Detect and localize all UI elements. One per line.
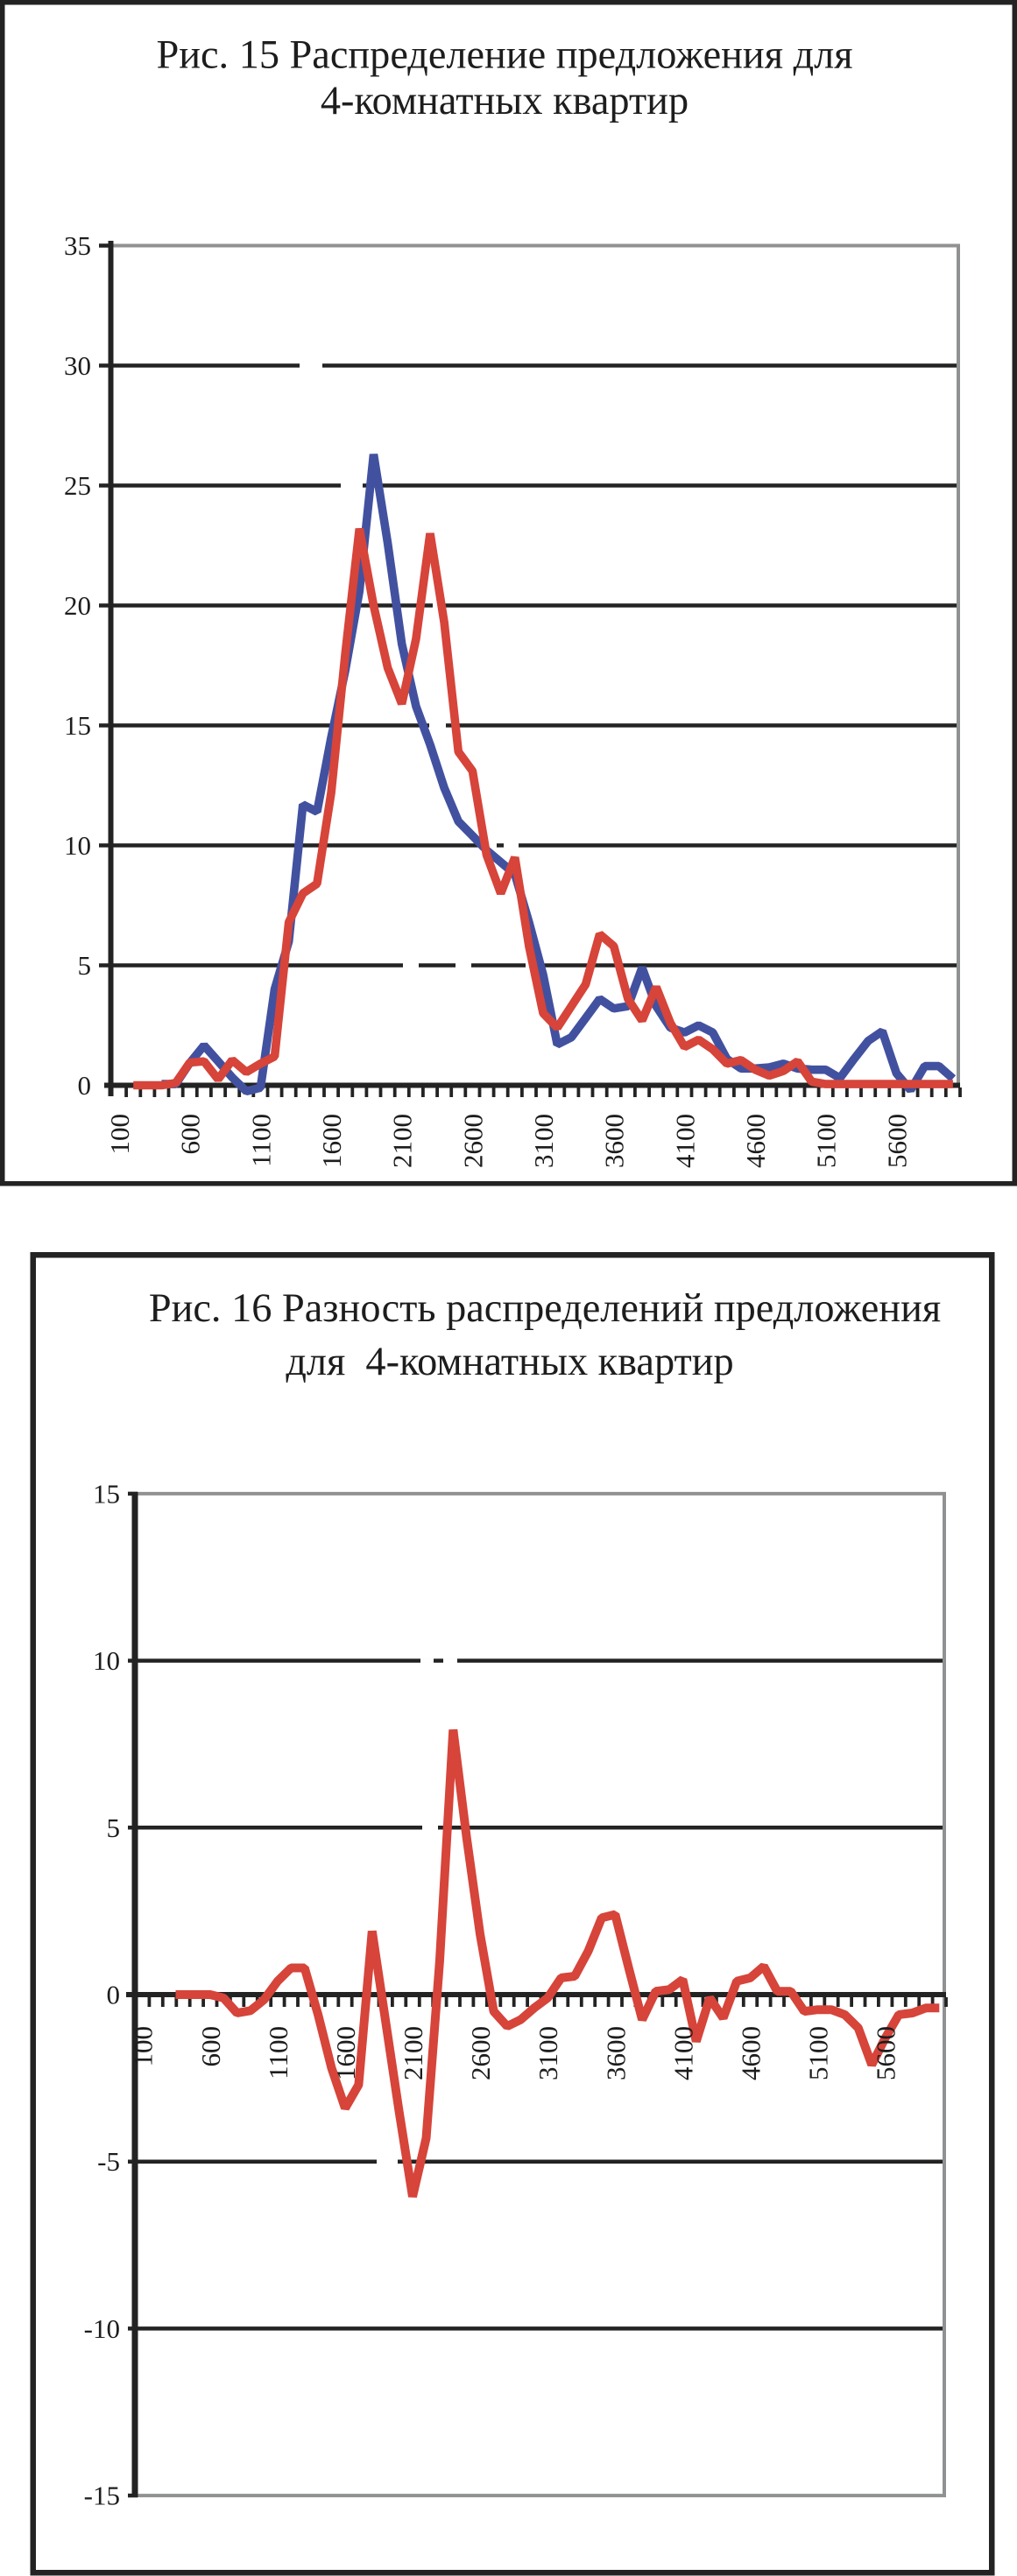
svg-text:1100: 1100 xyxy=(245,1114,276,1167)
svg-text:100: 100 xyxy=(128,2026,159,2067)
svg-text:5100: 5100 xyxy=(803,2026,834,2080)
svg-text:4-комнатных квартир: 4-комнатных квартир xyxy=(321,79,689,123)
svg-text:30: 30 xyxy=(64,350,91,381)
svg-text:2600: 2600 xyxy=(465,2026,496,2080)
svg-text:15: 15 xyxy=(64,710,91,741)
svg-text:100: 100 xyxy=(104,1114,135,1155)
svg-text:15: 15 xyxy=(93,1478,120,1509)
svg-text:2600: 2600 xyxy=(457,1114,488,1168)
svg-text:-15: -15 xyxy=(84,2481,120,2511)
svg-text:5: 5 xyxy=(78,950,92,981)
svg-text:3100: 3100 xyxy=(528,1114,559,1168)
svg-text:5: 5 xyxy=(107,1812,121,1843)
svg-text:3600: 3600 xyxy=(600,2026,631,2080)
svg-text:35: 35 xyxy=(64,230,91,261)
svg-text:600: 600 xyxy=(175,1114,206,1155)
svg-text:-5: -5 xyxy=(97,2146,120,2177)
svg-text:3100: 3100 xyxy=(533,2026,563,2080)
svg-text:1600: 1600 xyxy=(330,2026,361,2080)
svg-text:0: 0 xyxy=(107,1980,121,2010)
svg-text:4100: 4100 xyxy=(669,1114,700,1168)
svg-text:для 4-комнатных квартир: для 4-комнатных квартир xyxy=(286,1340,733,1384)
svg-text:4600: 4600 xyxy=(736,2026,766,2080)
svg-text:2100: 2100 xyxy=(387,1114,418,1168)
svg-text:5100: 5100 xyxy=(811,1114,842,1168)
svg-text:4600: 4600 xyxy=(740,1114,771,1168)
svg-text:4100: 4100 xyxy=(667,2026,698,2080)
svg-text:-10: -10 xyxy=(84,2313,120,2344)
svg-text:Рис. 16 Разность распределений: Рис. 16 Разность распределений предложен… xyxy=(149,1286,941,1331)
svg-text:1600: 1600 xyxy=(316,1114,347,1168)
svg-text:10: 10 xyxy=(64,830,91,861)
svg-text:1100: 1100 xyxy=(263,2026,293,2080)
svg-text:10: 10 xyxy=(93,1645,120,1676)
svg-text:2100: 2100 xyxy=(398,2026,428,2080)
svg-text:600: 600 xyxy=(195,2026,226,2067)
svg-text:3600: 3600 xyxy=(599,1114,630,1168)
svg-text:20: 20 xyxy=(64,590,91,621)
svg-text:0: 0 xyxy=(78,1070,92,1101)
svg-text:5600: 5600 xyxy=(871,2026,901,2080)
svg-text:25: 25 xyxy=(64,470,91,501)
svg-text:Рис. 15 Распределение предложе: Рис. 15 Распределение предложения для xyxy=(156,33,852,78)
svg-text:5600: 5600 xyxy=(881,1114,912,1168)
